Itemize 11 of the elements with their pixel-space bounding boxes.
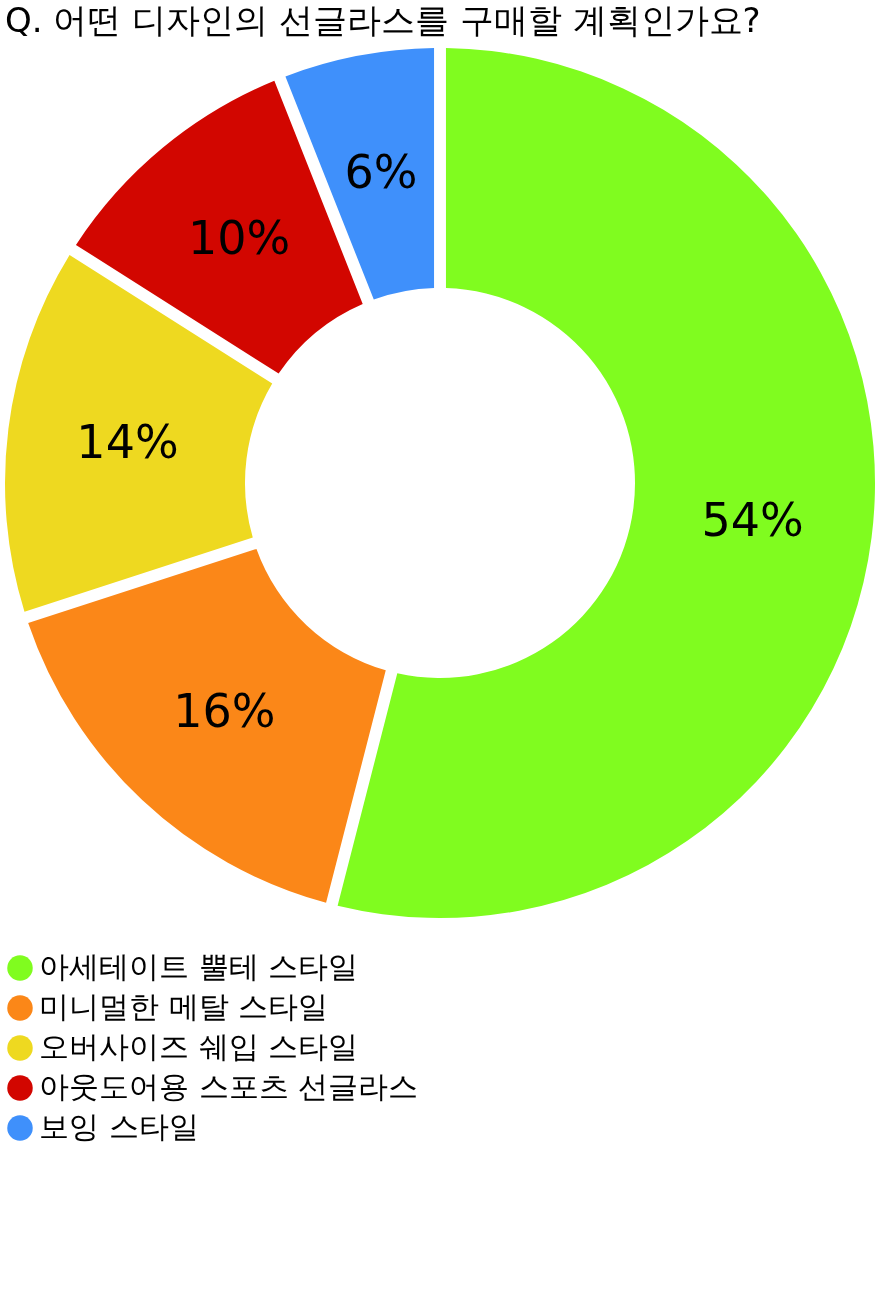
legend-label: 오버사이즈 쉐입 스타일	[39, 1029, 359, 1064]
legend-label: 미니멀한 메탈 스타일	[39, 989, 329, 1024]
legend-label: 아웃도어용 스포츠 선글라스	[39, 1069, 419, 1104]
data-label: 6%	[344, 144, 418, 199]
legend-label: 아세테이트 뿔테 스타일	[39, 949, 359, 984]
chart-title: Q. 어떤 디자인의 선글라스를 구매할 계획인가요?	[5, 0, 761, 40]
data-label: 14%	[76, 414, 179, 469]
data-label: 16%	[173, 683, 276, 738]
legend-label: 보잉 스타일	[39, 1109, 199, 1144]
data-label: 10%	[188, 211, 291, 266]
data-label: 54%	[701, 493, 804, 548]
